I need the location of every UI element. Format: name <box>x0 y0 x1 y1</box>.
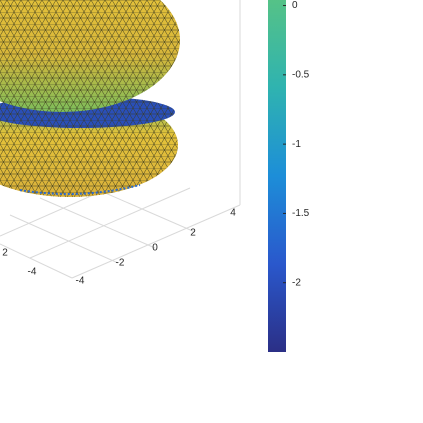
x-tick-label: 0 <box>152 243 158 254</box>
x-tick-label: -2 <box>116 258 125 269</box>
colorbar-tick-label: -0.5 <box>292 69 310 80</box>
axis-ticks: 4 2 0 -2 -4 2 -4 <box>2 208 236 287</box>
y-tick-label: 2 <box>2 248 8 259</box>
colorbar-tick-label: -1 <box>292 139 301 150</box>
colorbar: 0 -0.5 -1 -1.5 -2 <box>268 0 310 352</box>
colorbar-tick-label: 0 <box>292 0 298 11</box>
colorbar-fill <box>268 0 286 352</box>
y-tick-label: -4 <box>28 267 37 278</box>
x-tick-label: 4 <box>230 208 236 219</box>
colorbar-tick-label: -1.5 <box>292 208 310 219</box>
surface <box>0 0 180 197</box>
x-tick-label: -4 <box>76 276 85 287</box>
x-tick-label: 2 <box>190 228 196 239</box>
colorbar-tick-label: -2 <box>292 277 301 288</box>
